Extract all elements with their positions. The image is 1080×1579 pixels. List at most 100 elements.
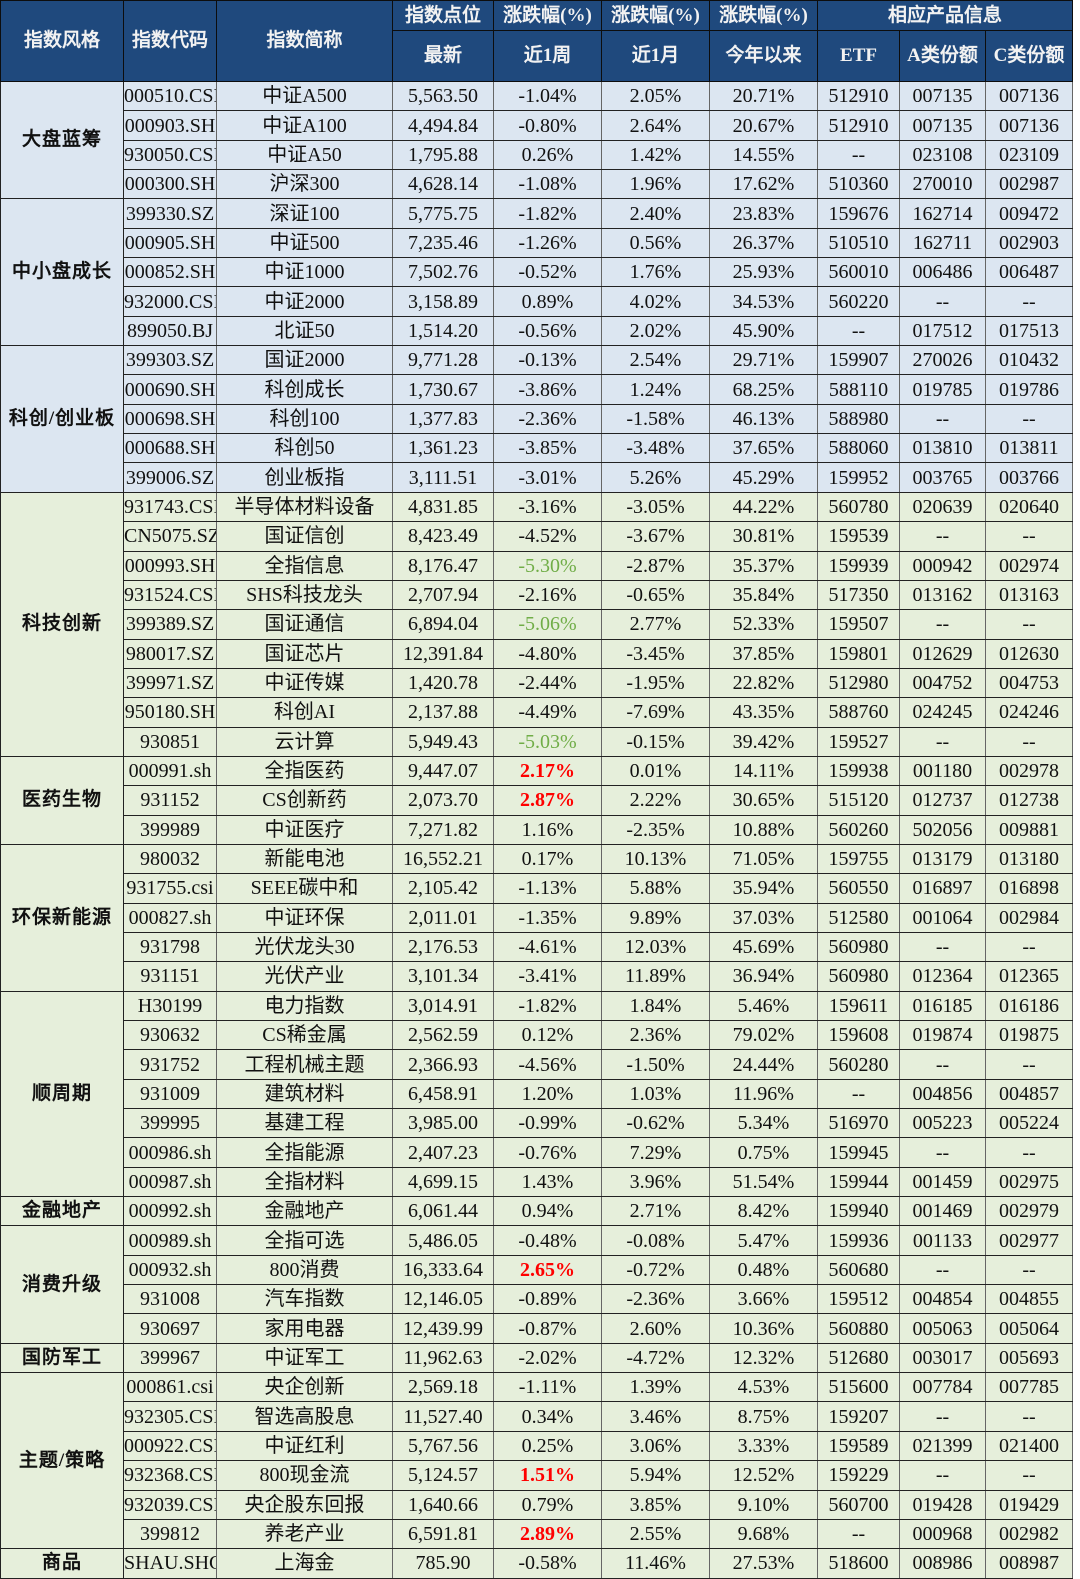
a-share-cell: 023108: [899, 139, 986, 171]
table-row: 399389.SZ 国证通信 6,894.04 -5.06% 2.77% 52.33% 15…: [1, 609, 1074, 640]
name-cell: 中证环保: [216, 902, 393, 933]
ytd-cell: 45.29%: [709, 462, 818, 493]
ytd-cell: 27.53%: [709, 1548, 818, 1579]
ytd-cell: 29.71%: [709, 345, 818, 376]
week-cell: -4.52%: [493, 521, 602, 552]
a-share-cell: 003765: [899, 462, 986, 493]
c-share-cell: --: [984, 1460, 1074, 1491]
header-a-share: A类份额: [899, 30, 986, 82]
month-cell: 3.06%: [601, 1430, 710, 1462]
code-cell: 399812: [123, 1518, 217, 1550]
latest-cell: 3,158.89: [392, 286, 494, 317]
table-row: 000688.SH 科创50 1,361.23 -3.85% -3.48% 37.65% 5…: [1, 433, 1074, 464]
style-group-cell: 主题/策略: [0, 1372, 124, 1550]
latest-cell: 1,640.66: [392, 1489, 494, 1520]
table-row: 000300.SH 沪深300 4,628.14 -1.08% 1.96% 17.62% 5…: [1, 169, 1074, 200]
c-share-cell: 002978: [984, 755, 1074, 787]
ytd-cell: 37.85%: [709, 638, 818, 669]
week-cell: 2.87%: [493, 785, 602, 816]
etf-cell: 560550: [817, 873, 900, 904]
table-row: 932368.CSI 800现金流 5,124.57 1.51% 5.94% 12.52%…: [1, 1460, 1074, 1491]
code-cell: 930632: [123, 1019, 217, 1051]
month-cell: 11.46%: [601, 1548, 710, 1579]
month-cell: 2.64%: [601, 110, 710, 141]
week-cell: 0.94%: [493, 1196, 602, 1227]
ytd-cell: 0.48%: [709, 1254, 818, 1286]
latest-cell: 5,486.05: [392, 1225, 494, 1256]
c-share-cell: --: [984, 726, 1074, 757]
etf-cell: 159755: [817, 843, 900, 875]
ytd-cell: 68.25%: [709, 374, 818, 405]
style-group-cell: 金融地产: [0, 1196, 124, 1227]
c-share-cell: --: [984, 286, 1074, 317]
code-cell: 899050.BJ: [123, 315, 217, 347]
table-row: 931152 CS创新药 2,073.70 2.87% 2.22% 30.65% 51512…: [1, 785, 1074, 816]
ytd-cell: 0.75%: [709, 1137, 818, 1168]
name-cell: 全指可选: [216, 1225, 393, 1256]
latest-cell: 1,361.23: [392, 433, 494, 464]
etf-cell: 159512: [817, 1284, 900, 1315]
table-row: 399989 中证医疗 7,271.82 1.16% -2.35% 10.88% 56026…: [1, 814, 1074, 845]
a-share-cell: 005223: [899, 1108, 986, 1139]
table-row: 930851 云计算 5,949.43 -5.03% -0.15% 39.42% 15952…: [1, 726, 1074, 757]
etf-cell: --: [817, 1078, 900, 1110]
etf-cell: 159939: [817, 550, 900, 581]
table-row: 000852.SH 中证1000 7,502.76 -0.52% 1.76% 25.93%…: [1, 257, 1074, 288]
week-cell: -0.52%: [493, 257, 602, 288]
code-cell: 000510.CSI: [123, 80, 217, 112]
table-row: 商品 SHAU.SHG 上海金 785.90 -0.58% 11.46% 27.53% 518…: [0, 1548, 1074, 1579]
latest-cell: 2,105.42: [392, 873, 494, 904]
name-cell: 800现金流: [216, 1460, 393, 1491]
etf-cell: 515600: [817, 1372, 900, 1403]
ytd-cell: 46.13%: [709, 403, 818, 435]
c-share-cell: 024246: [984, 697, 1074, 728]
code-cell: 930851: [123, 726, 217, 757]
week-cell: -1.08%: [493, 169, 602, 200]
ytd-cell: 43.35%: [709, 697, 818, 728]
name-cell: 中证红利: [216, 1430, 393, 1462]
name-cell: 科创50: [216, 433, 393, 464]
code-cell: 931152: [123, 785, 217, 816]
month-cell: -2.87%: [601, 550, 710, 581]
c-share-cell: 004855: [984, 1284, 1074, 1315]
table-row: 主题/策略 000861.csi 央企创新 2,569.18 -1.11% 1.39% 4.…: [0, 1372, 1074, 1550]
month-cell: -0.08%: [601, 1225, 710, 1256]
week-cell: -3.86%: [493, 374, 602, 405]
ytd-cell: 34.53%: [709, 286, 818, 317]
table-row: 000903.SH 中证A100 4,494.84 -0.80% 2.64% 20.67%…: [1, 110, 1074, 141]
a-share-cell: 001133: [899, 1225, 986, 1256]
etf-cell: 159944: [817, 1166, 900, 1198]
week-cell: -0.87%: [493, 1313, 602, 1344]
table-row: 000690.SH 科创成长 1,730.67 -3.86% 1.24% 68.25% 58…: [1, 374, 1074, 405]
etf-cell: 159527: [817, 726, 900, 757]
code-cell: 399330.SZ: [123, 198, 217, 229]
a-share-cell: --: [899, 726, 986, 757]
month-cell: 2.22%: [601, 785, 710, 816]
table-row: 399971.SZ 中证传媒 1,420.78 -2.44% -1.95% 22.82% 5…: [1, 667, 1074, 699]
c-share-cell: 007136: [984, 110, 1074, 141]
c-share-cell: 012365: [984, 961, 1074, 992]
week-cell: 0.17%: [493, 843, 602, 875]
a-share-cell: 007784: [899, 1372, 986, 1403]
latest-cell: 2,562.59: [392, 1019, 494, 1051]
table-row: 931752 工程机械主题 2,366.93 -4.56% -1.50% 24.44% 56…: [1, 1049, 1074, 1080]
code-cell: 399971.SZ: [123, 667, 217, 699]
c-share-cell: 013180: [984, 843, 1074, 875]
name-cell: 家用电器: [216, 1313, 393, 1344]
code-cell: 932368.CSI: [123, 1460, 217, 1491]
ytd-cell: 24.44%: [709, 1049, 818, 1080]
etf-cell: 560880: [817, 1313, 900, 1344]
table-row: 000698.SH 科创100 1,377.83 -2.36% -1.58% 46.13%…: [1, 403, 1074, 435]
table-row: 931755.csi SEEE碳中和 2,105.42 -1.13% 5.88% 35.9…: [1, 873, 1074, 904]
week-cell: -4.49%: [493, 697, 602, 728]
a-share-cell: 001469: [899, 1196, 986, 1227]
etf-cell: 159589: [817, 1430, 900, 1462]
header-change-group-week: 涨跌幅(%): [493, 0, 602, 31]
latest-cell: 2,011.01: [392, 902, 494, 933]
month-cell: 0.56%: [601, 227, 710, 259]
name-cell: 光伏龙头30: [216, 931, 393, 963]
name-cell: 央企股东回报: [216, 1489, 393, 1520]
ytd-cell: 71.05%: [709, 843, 818, 875]
etf-cell: 159940: [817, 1196, 900, 1227]
etf-cell: 512910: [817, 80, 900, 112]
